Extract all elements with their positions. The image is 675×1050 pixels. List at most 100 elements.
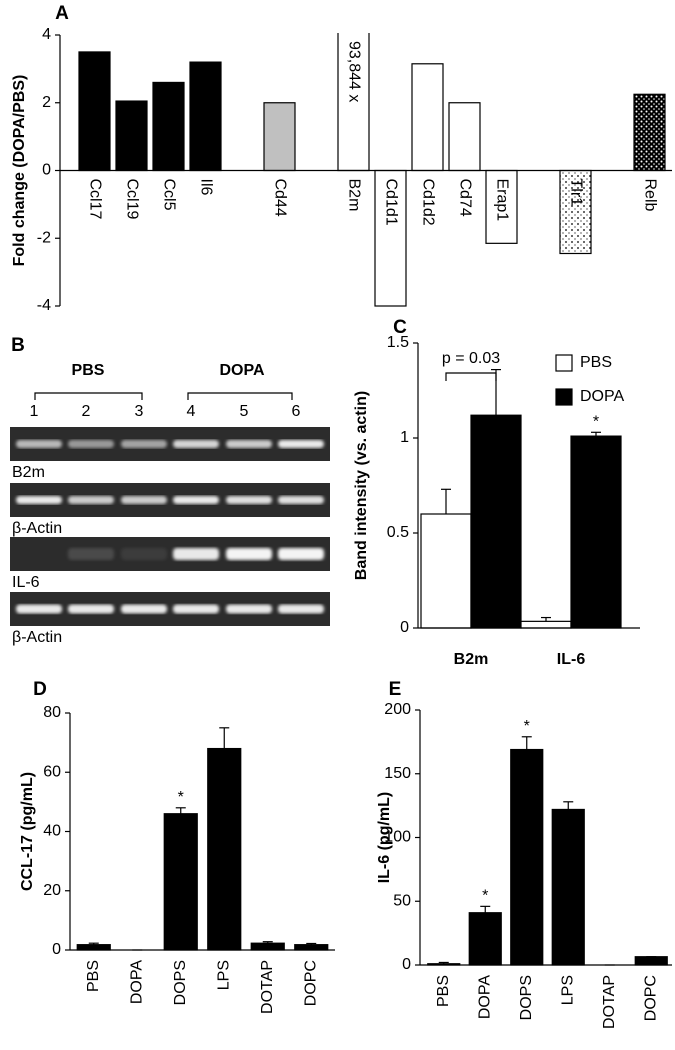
y-tick-label: 150 — [384, 765, 411, 782]
gel-band — [278, 548, 324, 560]
gel-band — [278, 496, 324, 504]
gel-lane-strip — [10, 592, 330, 626]
bar — [570, 435, 622, 629]
gel-band — [173, 496, 219, 504]
x-tick-label: LPS — [215, 960, 232, 990]
panel-letter: D — [33, 679, 47, 700]
y-tick-label: 20 — [43, 882, 61, 899]
value-label: 93,844 x — [345, 41, 362, 102]
y-tick-label: 1 — [400, 429, 409, 446]
x-tick-label: DOTAP — [259, 960, 276, 1014]
panel-letter: C — [393, 317, 407, 338]
chart: D CCL-17 (pg/mL) 0 20 40 60 80 PBS DOPA DOPS * LPS D… — [19, 679, 335, 1014]
panel-letter: B — [11, 335, 25, 356]
y-axis-title: Band intensity (vs. actin) — [353, 391, 370, 580]
bar — [448, 102, 481, 172]
gel-band — [226, 548, 272, 560]
panel-letter: E — [389, 679, 402, 700]
bar — [468, 912, 502, 966]
bars — [78, 33, 666, 307]
x-tick-label: DOPA — [476, 975, 493, 1019]
x-tick-label: Ccl17 — [86, 179, 103, 220]
x-tick-label: Cd1d1 — [382, 179, 399, 226]
x-tick-label: DOPC — [642, 975, 659, 1021]
gel-band — [226, 604, 272, 614]
bar — [263, 102, 296, 172]
group-label: PBS — [72, 362, 105, 379]
y-tick-label: 80 — [43, 704, 61, 721]
bar — [510, 748, 544, 966]
gel-band — [226, 440, 272, 448]
x-tick-label: DOPA — [128, 960, 145, 1004]
gel-band — [121, 496, 167, 504]
y-axis-title: Fold change (DOPA/PBS) — [11, 75, 28, 267]
legend-swatch — [555, 354, 573, 372]
bar — [374, 169, 407, 307]
gel-band — [16, 604, 62, 614]
row-label: IL-6 — [12, 574, 40, 591]
x-tick-label: DOPS — [518, 975, 535, 1020]
gel-band — [173, 604, 219, 614]
gel-band — [173, 440, 219, 448]
y-tick-label: 100 — [384, 829, 411, 846]
bar — [551, 808, 585, 966]
significance-mark: * — [593, 414, 599, 431]
group-bracket — [187, 392, 293, 400]
lane-label: 1 — [30, 403, 39, 420]
gel-band — [278, 604, 324, 614]
gel-lane-strip — [10, 427, 330, 461]
chart: A Fold change (DOPA/PBS) -4 -2 0 2 4 Ccl17 Ccl19… — [11, 3, 672, 314]
x-tick-label: Cd1d2 — [419, 179, 436, 226]
y-tick-label: 0 — [52, 941, 61, 958]
x-tick-label: PBS — [85, 960, 102, 992]
bar — [207, 747, 242, 951]
x-tick-label: Ccl19 — [123, 179, 140, 220]
x-tick-label: Erap1 — [493, 179, 510, 222]
legend-label: DOPA — [580, 388, 624, 405]
lane-label: 2 — [82, 403, 91, 420]
gel-band — [16, 496, 62, 504]
y-tick-label: 40 — [43, 823, 61, 840]
bar — [633, 93, 666, 172]
gel-band — [68, 496, 114, 504]
x-tick-label: IL-6 — [557, 651, 586, 668]
chart: E IL-6 (pg/mL) 0 50 100 150 200 PBS DOPA * DOPS * LP… — [376, 679, 672, 1029]
lane-label: 4 — [187, 403, 196, 420]
gel-band — [68, 604, 114, 614]
lane-label: 3 — [135, 403, 144, 420]
bar — [470, 414, 522, 629]
x-tick-label: Relb — [641, 179, 658, 212]
bar — [163, 813, 198, 951]
y-tick-label: 60 — [43, 763, 61, 780]
significance-mark: * — [524, 718, 530, 735]
x-tick-label: Tlr1 — [567, 179, 584, 207]
bar — [294, 944, 329, 951]
bar — [520, 620, 572, 629]
x-tick-label: Ccl5 — [160, 179, 177, 211]
gel-band — [121, 440, 167, 448]
row-label: β-Actin — [12, 629, 62, 646]
panel-letter: A — [55, 3, 69, 24]
y-tick-label: 4 — [42, 26, 51, 43]
bar — [250, 942, 285, 951]
bar — [78, 51, 111, 172]
y-tick-label: 2 — [42, 94, 51, 111]
y-axis-title: CCL-17 (pg/mL) — [19, 772, 36, 891]
x-tick-label: DOPC — [302, 960, 319, 1006]
gel-band — [173, 548, 219, 560]
y-tick-label: 0.5 — [387, 524, 409, 541]
y-tick-label: 0 — [402, 956, 411, 973]
lane-label: 5 — [240, 403, 249, 420]
row-label: B2m — [12, 464, 45, 481]
x-tick-label: B2m — [454, 651, 489, 668]
lane-label: 6 — [292, 403, 301, 420]
chart: C Band intensity (vs. actin) 0 0.5 1 1.5 B2m IL… — [353, 317, 640, 668]
bracket-label: p = 0.03 — [442, 350, 500, 367]
legend-label: PBS — [580, 354, 612, 371]
bar — [76, 944, 111, 951]
x-tick-label: PBS — [435, 975, 452, 1007]
y-axis-title: IL-6 (pg/mL) — [376, 792, 393, 884]
gel-lane-strip — [10, 483, 330, 517]
x-tick-label: B2m — [345, 179, 362, 212]
